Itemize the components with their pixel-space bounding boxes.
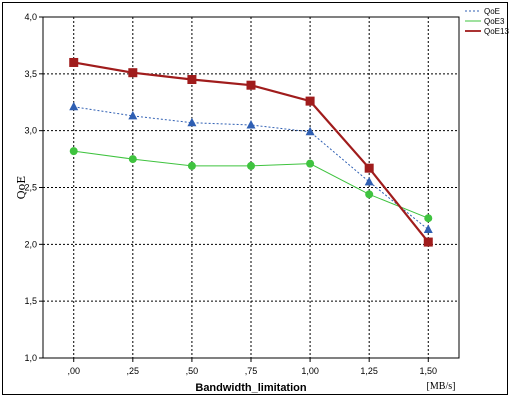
y-tick-label: 3,5: [24, 69, 37, 79]
y-axis-label: QoE: [15, 176, 28, 200]
y-axis-ticks: 1,0 1,5 2,0 2,5 3,0 3,5 4,0: [24, 12, 43, 363]
series-qoe3: [69, 147, 433, 223]
series-qoe13: [69, 57, 433, 247]
data-point-triangle: [69, 101, 79, 111]
series-qoe: [69, 101, 433, 234]
x-tick-label: 1,25: [360, 366, 378, 376]
legend-label-qoe13: QoE13: [484, 27, 509, 36]
data-point-circle: [365, 190, 374, 199]
y-tick-label: 1,5: [24, 296, 37, 306]
x-tick-label: 1,00: [301, 366, 319, 376]
legend-label-qoe: QoE: [484, 7, 500, 16]
data-point-triangle: [246, 119, 256, 129]
data-point-circle: [69, 147, 78, 156]
y-tick-label: 1,0: [24, 353, 37, 363]
data-point-triangle: [128, 110, 138, 120]
y-tick-label: 2,5: [24, 183, 37, 193]
data-point-triangle: [187, 117, 197, 127]
legend-label-qoe3: QoE3: [484, 17, 505, 26]
data-point-circle: [187, 161, 196, 170]
data-point-square: [128, 68, 138, 78]
data-point-triangle: [364, 176, 374, 186]
data-point-circle: [306, 159, 315, 168]
data-point-square: [305, 96, 315, 106]
data-point-square: [187, 75, 197, 85]
data-point-triangle: [305, 126, 315, 136]
data-point-square: [364, 163, 374, 173]
data-point-square: [423, 237, 433, 247]
x-tick-label: ,50: [186, 366, 199, 376]
series-group: [69, 57, 433, 247]
x-tick-label: ,00: [67, 366, 80, 376]
data-point-square: [246, 80, 256, 90]
qoe-line-chart: 1,0 1,5 2,0 2,5 3,0 3,5 4,0 ,00 ,25 ,50 ,75 1,00 1,…: [15, 7, 509, 394]
chart-frame: 1,0 1,5 2,0 2,5 3,0 3,5 4,0 ,00 ,25 ,50 ,75 1,00 1,…: [2, 2, 509, 395]
data-point-triangle: [423, 224, 433, 234]
data-point-circle: [128, 155, 137, 164]
x-tick-label: ,25: [127, 366, 140, 376]
y-tick-label: 2,0: [24, 239, 37, 249]
y-tick-label: 4,0: [24, 12, 37, 22]
y-tick-label: 3,0: [24, 126, 37, 136]
x-tick-label: 1,50: [420, 366, 438, 376]
x-axis-label: Bandwidth_limitation: [195, 382, 307, 394]
data-point-square: [69, 57, 79, 67]
x-tick-label: ,75: [245, 366, 258, 376]
unit-label: [MB/s]: [427, 381, 456, 392]
data-point-circle: [424, 214, 433, 223]
data-point-circle: [247, 161, 255, 170]
x-axis-ticks: ,00 ,25 ,50 ,75 1,00 1,25 1,50: [67, 358, 437, 376]
